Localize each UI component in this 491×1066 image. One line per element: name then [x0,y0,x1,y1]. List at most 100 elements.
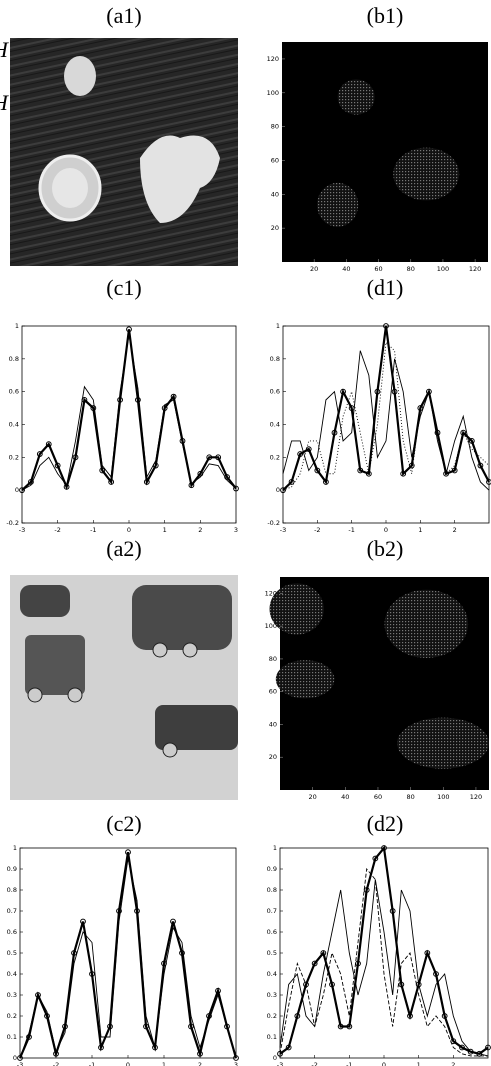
y-tick-label: 0.7 [7,907,17,915]
series-marker [36,451,43,457]
y-tick-label: -0.2 [6,519,19,527]
x-tick-label: 3 [234,526,238,534]
y-tick-label: 0.4 [7,970,17,978]
y-tick-label: 0 [15,486,19,494]
mask-region [337,79,375,115]
y-tick-label: 0.5 [7,949,17,957]
margin-text: H [0,37,9,62]
x-tick-label: 0 [384,526,388,534]
x-tick-label: 80 [406,793,414,801]
panel-title: (a1) [106,3,141,28]
series-marker [391,388,398,395]
series-marker [468,438,475,444]
series-marker [311,960,318,967]
series-marker [143,479,150,485]
series-marker [477,462,484,469]
series-marker [297,451,304,457]
panel: (a2) [10,536,238,800]
series-marker [224,1023,230,1030]
x-tick-label: 2 [451,1061,455,1066]
y-tick-label: 0 [276,486,280,494]
series-marker [107,1023,113,1030]
series-marker [288,479,295,485]
series-marker [337,1023,344,1030]
series-marker [460,429,467,436]
y-tick-label: 0.2 [270,453,280,461]
series-marker [285,1044,292,1051]
x-tick-label: 40 [341,793,349,801]
panel: (c2) -3 -2 -1 0 1 2 3 0 0.1 0.2 0.3 0.4 0.5 0.6 0.7 0.8 0… [7,811,239,1066]
mask-background [282,42,488,262]
y-tick-label: 0.5 [267,949,277,957]
plot-frame [19,847,237,1059]
y-tick-label: 120 [267,55,279,63]
y-tick-label: 20 [269,753,277,761]
photo-object [67,687,83,703]
y-tick-label: 0.8 [9,355,19,363]
series-marker [294,1013,301,1019]
x-tick-label: -1 [346,1061,352,1066]
series-line [21,329,237,491]
y-tick-label: 1 [15,322,19,330]
series-marker [331,429,338,436]
series-marker [116,908,122,914]
mask-region [317,182,359,227]
y-tick-label: 40 [271,190,279,198]
series-marker [303,981,309,988]
plot-frame [282,325,490,524]
panel: (b1) 20 40 60 80 100 120 20 40 60 80 100 120 [267,3,488,273]
series-marker [363,887,370,893]
series-marker [71,950,77,956]
series-marker [170,918,176,925]
series-marker [143,1023,149,1030]
y-tick-label: 0.3 [7,991,17,999]
y-tick-label: 20 [271,224,279,232]
margin-text: H [0,90,9,115]
series-line [282,350,490,491]
series-marker [486,479,491,485]
series-marker [374,388,381,395]
mask-region [393,147,460,201]
panel: (a1) [10,3,238,266]
series-marker [443,470,449,477]
series-marker [441,1013,448,1019]
series-line [19,858,237,1059]
photo-object [52,168,88,208]
y-tick-label: 0.2 [267,1012,277,1020]
x-tick-label: -2 [53,1061,59,1066]
series-marker [215,987,221,994]
series-marker [126,326,132,333]
x-tick-label: -1 [90,526,96,534]
series-marker [467,1048,474,1055]
x-tick-label: 20 [309,793,317,801]
mask-region [275,660,335,699]
series-marker [320,950,327,956]
x-tick-label: 0 [127,526,131,534]
mask-region [397,717,489,769]
series-marker [45,441,52,448]
series-marker [346,1023,353,1030]
y-tick-label: 0.4 [270,421,280,429]
x-tick-label: 0 [382,1061,386,1066]
y-tick-label: 0.2 [7,1012,17,1020]
series-marker [62,1023,68,1030]
series-marker [476,1050,483,1057]
x-tick-label: 20 [310,265,318,273]
x-tick-label: -3 [17,1061,23,1066]
series-marker [323,479,329,485]
photo-object [132,585,232,650]
y-tick-label: 0.6 [267,928,277,936]
x-tick-label: 120 [470,793,482,801]
series-marker [459,1044,465,1051]
mask-region [384,589,469,658]
x-tick-label: 60 [374,793,382,801]
series-line [282,325,490,491]
x-tick-label: 60 [374,265,382,273]
series-marker [305,446,312,453]
series-marker [408,462,415,469]
y-tick-label: 40 [269,720,277,728]
y-tick-label: 0.1 [267,1033,277,1041]
series-marker [89,971,95,977]
series-marker [434,429,441,436]
series-marker [280,487,286,494]
